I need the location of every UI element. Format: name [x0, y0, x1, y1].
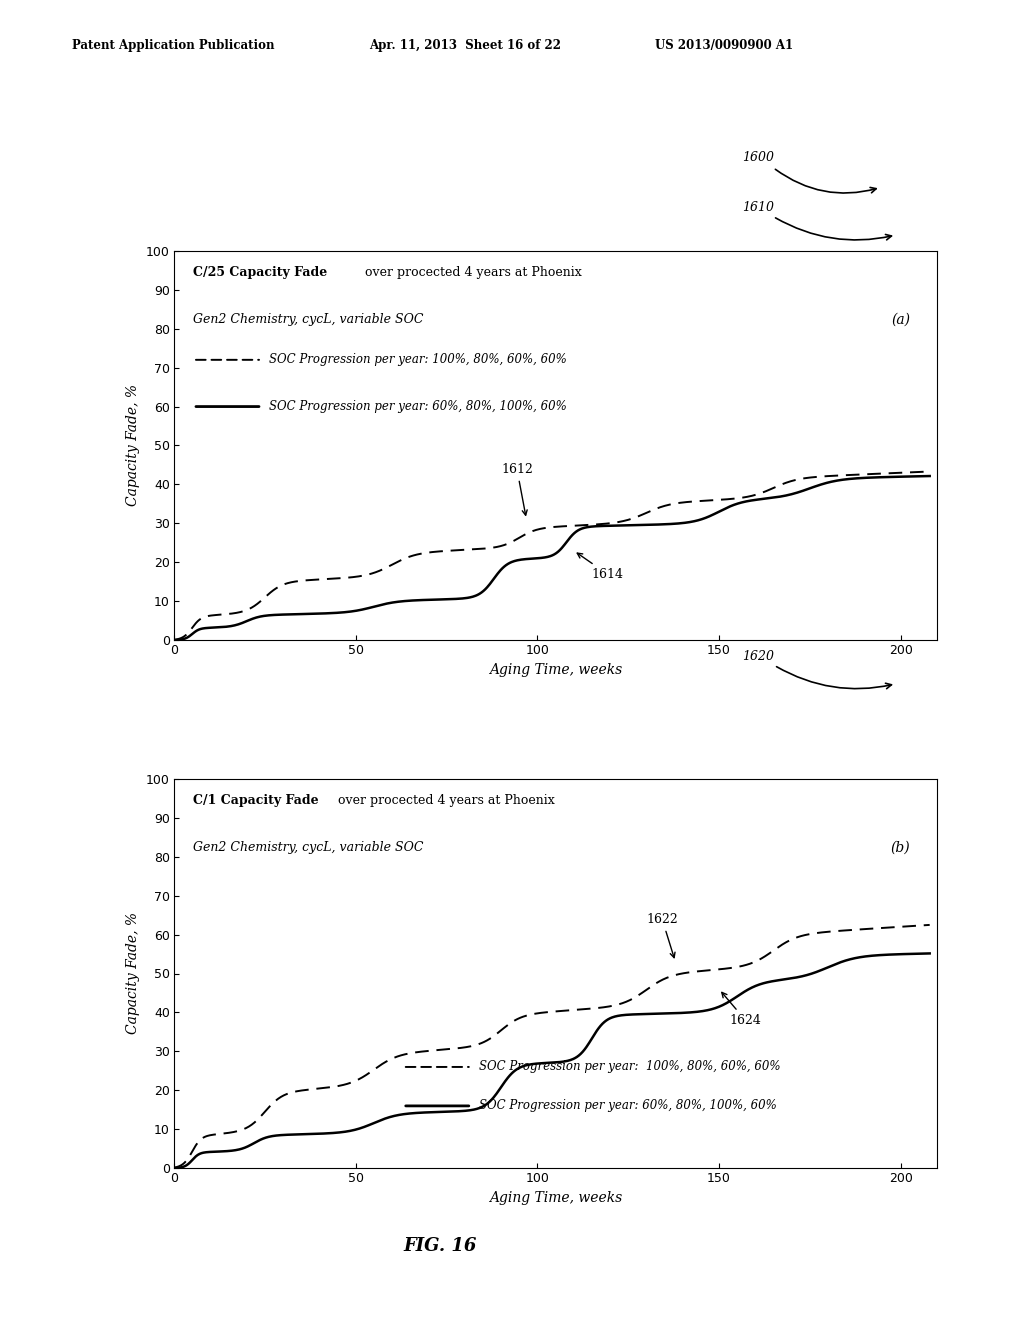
Text: Patent Application Publication: Patent Application Publication: [72, 38, 274, 51]
Text: 1612: 1612: [501, 463, 532, 515]
Text: Gen2 Chemistry, cycL, variable SOC: Gen2 Chemistry, cycL, variable SOC: [194, 313, 424, 326]
Y-axis label: Capacity Fade, %: Capacity Fade, %: [127, 384, 140, 507]
Text: US 2013/0090900 A1: US 2013/0090900 A1: [655, 38, 794, 51]
Text: C/25 Capacity Fade: C/25 Capacity Fade: [194, 267, 328, 280]
Text: over procected 4 years at Phoenix: over procected 4 years at Phoenix: [334, 795, 555, 808]
Text: (a): (a): [891, 313, 910, 327]
Text: Apr. 11, 2013  Sheet 16 of 22: Apr. 11, 2013 Sheet 16 of 22: [369, 38, 561, 51]
Text: C/1 Capacity Fade: C/1 Capacity Fade: [194, 795, 318, 808]
Text: 1620: 1620: [742, 649, 774, 663]
Text: 1622: 1622: [646, 913, 678, 958]
Text: Gen2 Chemistry, cycL, variable SOC: Gen2 Chemistry, cycL, variable SOC: [194, 841, 424, 854]
Y-axis label: Capacity Fade, %: Capacity Fade, %: [127, 912, 140, 1035]
Text: (b): (b): [891, 841, 910, 855]
Text: FIG. 16: FIG. 16: [403, 1237, 477, 1255]
Text: SOC Progression per year:  100%, 80%, 60%, 60%: SOC Progression per year: 100%, 80%, 60%…: [479, 1060, 780, 1073]
Text: 1624: 1624: [722, 993, 762, 1027]
Text: 1614: 1614: [578, 553, 624, 581]
X-axis label: Aging Time, weeks: Aging Time, weeks: [488, 1191, 623, 1205]
Text: 1610: 1610: [742, 201, 774, 214]
Text: SOC Progression per year: 100%, 80%, 60%, 60%: SOC Progression per year: 100%, 80%, 60%…: [269, 354, 567, 367]
Text: 1600: 1600: [742, 150, 774, 164]
X-axis label: Aging Time, weeks: Aging Time, weeks: [488, 663, 623, 677]
Text: SOC Progression per year: 60%, 80%, 100%, 60%: SOC Progression per year: 60%, 80%, 100%…: [479, 1100, 777, 1113]
Text: SOC Progression per year: 60%, 80%, 100%, 60%: SOC Progression per year: 60%, 80%, 100%…: [269, 400, 567, 413]
Text: over procected 4 years at Phoenix: over procected 4 years at Phoenix: [361, 267, 582, 280]
